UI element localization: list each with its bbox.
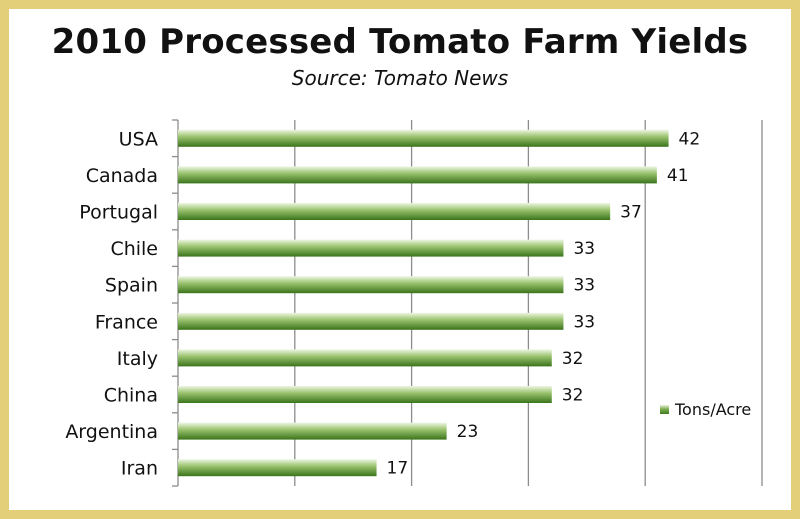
labels: USA 42 Canada 41 Portugal 37 Chile 33 Spain 33 Fra… <box>65 128 700 479</box>
value-label: 41 <box>667 166 689 186</box>
chart-subtitle: Source: Tomato News <box>291 66 509 90</box>
value-label: 32 <box>562 386 584 406</box>
value-label: 33 <box>573 239 595 259</box>
value-label: 33 <box>573 276 595 296</box>
legend: Tons/Acre <box>660 400 751 419</box>
bar-portugal <box>178 203 611 220</box>
value-label: 42 <box>679 129 701 149</box>
category-label: Portugal <box>79 202 158 224</box>
category-label: Iran <box>121 458 158 480</box>
bar-canada <box>178 166 657 184</box>
bars <box>178 129 669 477</box>
value-label: 32 <box>562 349 584 369</box>
category-label: China <box>104 385 158 407</box>
category-label: Chile <box>110 238 158 260</box>
bar-chile <box>178 239 564 257</box>
legend-swatch <box>660 405 669 414</box>
bar-usa <box>178 129 669 147</box>
category-label: Spain <box>105 275 158 297</box>
category-label: France <box>95 311 158 333</box>
category-label: Canada <box>86 165 158 187</box>
bar-italy <box>178 349 552 367</box>
category-label: USA <box>119 128 158 150</box>
value-label: 17 <box>387 459 409 479</box>
axis <box>172 119 179 487</box>
chart-title: 2010 Processed Tomato Farm Yields <box>51 22 749 62</box>
legend-label: Tons/Acre <box>675 400 752 419</box>
category-label: Argentina <box>65 421 158 443</box>
bar-spain <box>178 276 564 294</box>
category-label: Italy <box>117 348 158 370</box>
bar-iran <box>178 459 377 477</box>
value-label: 33 <box>573 312 595 332</box>
bar-china <box>178 386 552 403</box>
bar-france <box>178 312 564 330</box>
value-label: 23 <box>457 422 479 442</box>
bar-argentina <box>178 422 447 440</box>
value-label: 37 <box>620 203 642 223</box>
